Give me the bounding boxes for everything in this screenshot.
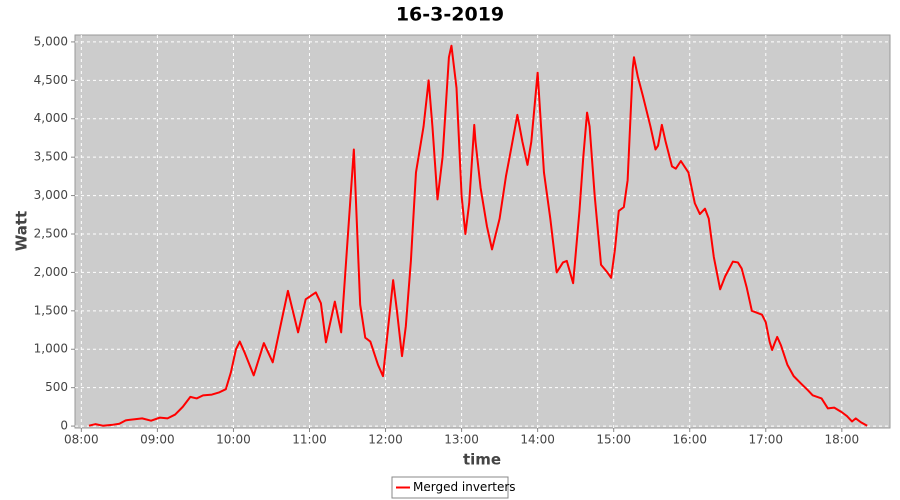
x-tick-label: 16:00 bbox=[672, 433, 707, 447]
y-tick-label: 0 bbox=[60, 419, 68, 433]
data-line bbox=[88, 44, 868, 427]
legend: Merged inverters bbox=[391, 476, 516, 499]
legend-box bbox=[391, 476, 509, 499]
y-tick-label: 2,500 bbox=[34, 226, 68, 240]
y-tick-label: 4,000 bbox=[34, 111, 68, 125]
x-tick-label: 17:00 bbox=[748, 433, 783, 447]
y-tick-label: 4,500 bbox=[34, 73, 68, 87]
x-tick-label: 12:00 bbox=[368, 433, 403, 447]
plot-area bbox=[74, 34, 891, 429]
y-tick-label: 500 bbox=[45, 380, 68, 394]
legend-label: Merged inverters bbox=[413, 480, 516, 494]
x-tick-label: 10:00 bbox=[216, 433, 251, 447]
x-tick-label: 08:00 bbox=[64, 433, 99, 447]
x-tick-label: 11:00 bbox=[292, 433, 327, 447]
y-tick-label: 3,500 bbox=[34, 150, 68, 164]
x-tick-label: 13:00 bbox=[444, 433, 479, 447]
y-tick-label: 3,000 bbox=[34, 188, 68, 202]
x-tick-label: 18:00 bbox=[825, 433, 860, 447]
x-tick-label: 09:00 bbox=[140, 433, 175, 447]
x-tick-label: 15:00 bbox=[596, 433, 631, 447]
x-axis-label: time bbox=[463, 451, 501, 469]
x-tick-label: 14:00 bbox=[520, 433, 555, 447]
y-axis-label: Watt bbox=[13, 211, 31, 251]
y-tick-label: 5,000 bbox=[34, 34, 68, 48]
chart-title: 16-3-2019 bbox=[396, 4, 504, 26]
y-tick-label: 2,000 bbox=[34, 265, 68, 279]
y-tick-label: 1,500 bbox=[34, 303, 68, 317]
y-tick-label: 1,000 bbox=[34, 342, 68, 356]
